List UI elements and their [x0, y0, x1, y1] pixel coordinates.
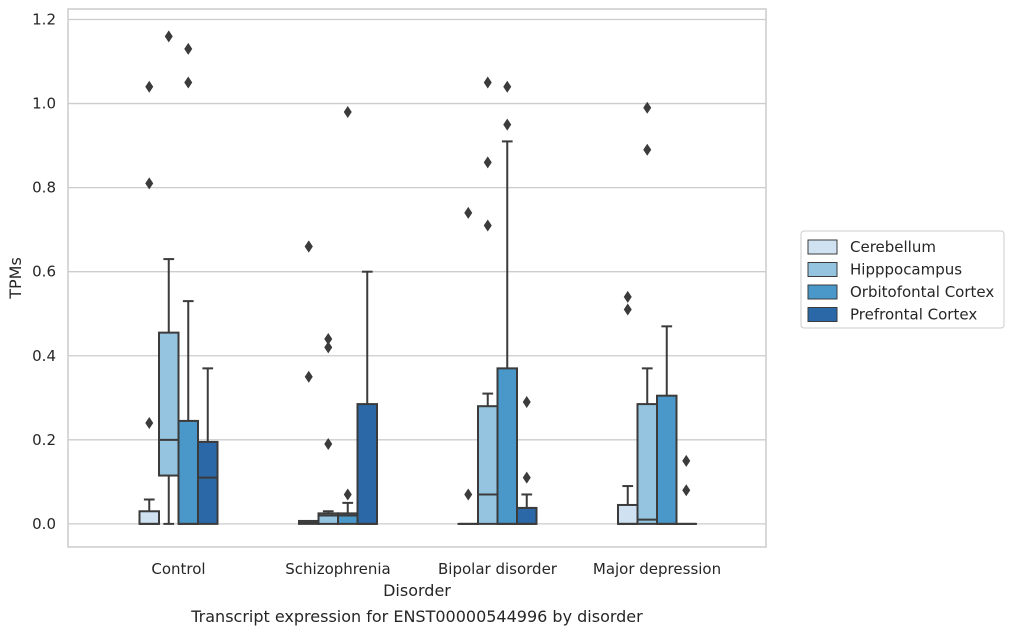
plot-frame	[67, 8, 767, 548]
box-iqr	[496, 367, 518, 525]
outlier-point	[464, 488, 473, 501]
legend-frame	[800, 230, 1005, 329]
outlier-point	[184, 42, 193, 55]
box-orbitofontal-cortex	[177, 42, 199, 525]
box-hipppocampus	[636, 101, 658, 525]
outlier-point	[343, 488, 352, 501]
box-iqr	[177, 419, 199, 525]
x-tick-label: Major depression	[593, 560, 721, 578]
outlier-point	[145, 80, 154, 93]
y-tick-label: 0.0	[32, 515, 56, 533]
legend-label: Hipppocampus	[850, 261, 962, 279]
outlier-point	[522, 395, 531, 408]
box-iqr	[636, 403, 658, 525]
y-tick-label: 0.4	[32, 347, 56, 365]
box-prefrontal-cortex	[356, 270, 378, 525]
outlier-point	[304, 240, 313, 253]
outlier-point	[623, 290, 632, 303]
box-orbitofontal-cortex	[656, 325, 678, 525]
outlier-point	[464, 206, 473, 219]
outlier-point	[145, 417, 154, 430]
chart-caption: Transcript expression for ENST0000054499…	[190, 607, 643, 626]
outlier-point	[483, 156, 492, 169]
outlier-point	[145, 177, 154, 190]
outlier-point	[184, 76, 193, 89]
box-iqr	[197, 440, 219, 525]
outlier-point	[324, 438, 333, 451]
outlier-point	[324, 341, 333, 354]
legend-swatch	[807, 239, 838, 255]
box-prefrontal-cortex	[516, 395, 538, 525]
legend-label: Orbitofontal Cortex	[850, 283, 994, 301]
x-axis-ticks: Control Schizophrenia Bipolar disorder Majo…	[151, 560, 721, 578]
legend-label: Prefrontal Cortex	[850, 306, 977, 324]
y-tick-label: 1.0	[32, 95, 56, 113]
y-tick-label: 0.2	[32, 431, 56, 449]
box-iqr	[158, 331, 180, 477]
x-tick-label: Bipolar disorder	[438, 560, 558, 578]
box-orbitofontal-cortex	[337, 105, 359, 525]
outlier-point	[682, 484, 691, 497]
outlier-point	[643, 143, 652, 156]
box-orbitofontal-cortex	[496, 80, 518, 525]
box-iqr	[617, 503, 639, 525]
box-iqr	[477, 405, 499, 525]
outlier-point	[324, 332, 333, 345]
box-cerebellum	[298, 240, 320, 525]
box-hipppocampus	[477, 76, 499, 525]
y-axis-ticks: 0.0 0.2 0.4 0.6 0.8 1.0 1.2	[32, 11, 56, 533]
outlier-point	[623, 303, 632, 316]
box-hipppocampus	[317, 332, 339, 525]
box-cerebellum	[457, 206, 479, 525]
outlier-point	[522, 471, 531, 484]
y-tick-label: 0.8	[32, 179, 56, 197]
outlier-point	[503, 118, 512, 131]
box-prefrontal-cortex	[675, 454, 697, 525]
x-tick-label: Control	[151, 560, 205, 578]
y-tick-label: 1.2	[32, 11, 56, 29]
outlier-point	[304, 370, 313, 383]
y-tick-label: 0.6	[32, 263, 56, 281]
box-iqr	[356, 403, 378, 525]
outlier-point	[483, 219, 492, 232]
box-hipppocampus	[158, 30, 180, 525]
outlier-point	[643, 101, 652, 114]
y-axis-label: TPMs	[6, 257, 25, 300]
box-cerebellum	[138, 80, 160, 525]
legend-swatch	[807, 284, 838, 300]
x-tick-label: Schizophrenia	[285, 560, 390, 578]
outlier-point	[682, 454, 691, 467]
boxes	[138, 30, 697, 525]
box-prefrontal-cortex	[197, 367, 219, 525]
box-cerebellum	[617, 290, 639, 525]
x-axis-label: Disorder	[383, 581, 451, 600]
legend-swatch	[807, 307, 838, 322]
legend-label: Cerebellum	[850, 238, 936, 256]
outlier-point	[503, 80, 512, 93]
box-iqr	[656, 394, 678, 525]
outlier-point	[164, 30, 173, 43]
legend: Cerebellum Hipppocampus Orbitofontal Corte…	[800, 230, 1005, 329]
outlier-point	[483, 76, 492, 89]
box-iqr	[516, 506, 538, 525]
box-iqr	[138, 510, 160, 525]
legend-swatch	[807, 262, 838, 277]
outlier-point	[343, 105, 352, 118]
